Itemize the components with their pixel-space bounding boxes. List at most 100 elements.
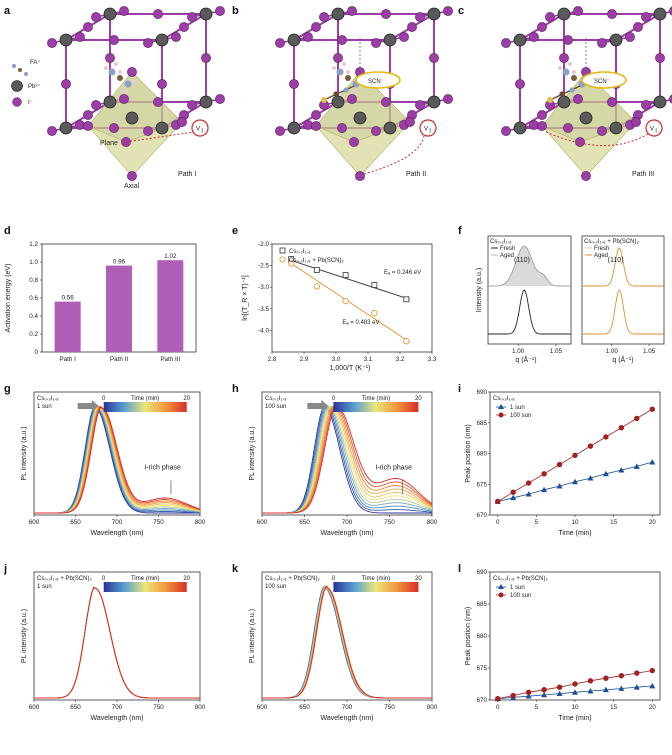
fa-carbon-atom — [117, 75, 123, 81]
iodide-atom — [337, 123, 347, 133]
migration-path-arrow — [125, 131, 195, 143]
vacancy-label: V — [196, 127, 200, 133]
time-colorbar — [333, 582, 419, 592]
lead-atom — [199, 7, 213, 21]
illumination-condition: 100 sun — [265, 584, 286, 590]
pl-spectrum-curve — [262, 585, 432, 699]
lead-atom — [609, 121, 623, 135]
iodide-atom — [537, 121, 547, 131]
y-axis-label: Peak position (nm) — [465, 424, 472, 482]
colorbar-label: Time (min) — [362, 396, 390, 402]
pl-spectrum-curve — [262, 585, 432, 699]
lead-atom — [383, 33, 397, 47]
data-point — [634, 670, 640, 676]
iodide-atom — [381, 9, 391, 19]
iodide-atom — [177, 117, 187, 127]
redshift-arrow-icon — [307, 400, 329, 412]
data-point — [633, 463, 640, 469]
fresh-pattern — [488, 289, 571, 335]
pl-spectrum-curve — [262, 585, 432, 699]
data-point — [634, 415, 640, 422]
iodide-atom — [371, 126, 381, 136]
iodide-vacancy-marker — [191, 119, 209, 137]
x-tick-label: 600 — [257, 519, 268, 526]
iodide-atom — [105, 53, 115, 63]
iodide-atom — [311, 121, 321, 131]
iodide-atom — [319, 12, 329, 22]
iodide-atom — [529, 32, 539, 42]
iodide-atom — [83, 110, 93, 120]
fit-line — [291, 259, 410, 300]
data-point — [618, 685, 625, 691]
colorbar-label: Time (min) — [362, 576, 390, 582]
x-tick-label: 3.3 — [428, 356, 437, 363]
iodide-atom — [537, 22, 547, 32]
data-point — [602, 686, 609, 693]
x-tick-label: 10 — [571, 704, 579, 711]
data-point — [541, 471, 547, 477]
vacancy-subscript: I — [429, 129, 431, 135]
iodide-legend-icon — [12, 97, 22, 107]
iodide-atom — [501, 38, 511, 48]
data-point — [510, 692, 516, 699]
data-point — [525, 689, 532, 696]
scn-bond — [323, 85, 355, 101]
panel-label-e: e — [232, 225, 238, 237]
data-point — [618, 672, 625, 679]
iodide-atom — [333, 53, 343, 63]
legend-label: 1 sun — [510, 585, 525, 591]
iodide-atom — [347, 6, 357, 16]
pl-sample-title: Cs₀.₂I₁.₈ + Pb(SCN)₂ — [265, 576, 321, 582]
iodide-atom — [153, 97, 163, 107]
x-tick-label: 600 — [257, 704, 268, 711]
x-tick-label: 700 — [112, 704, 123, 711]
lead-atom — [59, 33, 73, 47]
colorbar-label: Time (min) — [131, 576, 159, 582]
legend-label: 1 sun — [510, 405, 525, 411]
pl-spectrum-curve — [34, 586, 200, 699]
fa-hydrogen-atom — [132, 80, 136, 84]
iodide-atom — [119, 6, 129, 16]
data-point — [541, 691, 548, 698]
data-point — [649, 459, 656, 465]
fa-carbon-atom — [571, 75, 577, 81]
data-point — [556, 690, 563, 696]
lead-atom — [427, 95, 441, 109]
data-point — [587, 475, 594, 481]
legend-label: 100 sun — [510, 593, 531, 599]
iodide-atom — [399, 32, 409, 42]
fa-icon — [18, 68, 22, 72]
iodide-atom — [501, 126, 511, 136]
iodide-atom — [597, 126, 607, 136]
vacancy-label: V — [424, 127, 428, 133]
x-axis-label: Time (min) — [558, 530, 591, 537]
iodide-atom — [127, 67, 137, 77]
iodide-atom — [405, 117, 415, 127]
iodide-atom — [109, 35, 119, 45]
data-point — [541, 687, 547, 693]
colorbar-min-label: 0 — [102, 396, 106, 402]
peak-sample-title: Cs₀.₂I₁.₈ — [493, 396, 515, 402]
path-label: Path II — [406, 171, 426, 178]
y-axis-label: Peak position (nm) — [465, 607, 472, 665]
aged-pattern-fill — [488, 246, 571, 286]
x-tick-label: 650 — [70, 519, 81, 526]
illumination-condition: 1 sun — [37, 404, 52, 410]
x-axis-label: Wavelength (nm) — [320, 715, 373, 722]
iodide-atom — [563, 123, 573, 133]
fa-hydrogen-atom — [568, 62, 572, 66]
x-tick-label: 15 — [610, 704, 618, 711]
fit-line — [290, 263, 410, 343]
iodide-atom — [275, 38, 285, 48]
y-tick-label: -2.0 — [258, 241, 269, 248]
iodide-atom — [443, 6, 453, 16]
y-tick-label: 0.2 — [29, 331, 38, 338]
data-point — [587, 688, 594, 694]
panel-label-k: k — [232, 563, 239, 575]
iodide-atom — [581, 171, 591, 181]
pl-spectrum-curve — [34, 586, 200, 699]
y-tick-label: 675 — [476, 481, 487, 488]
y-axis-label: Intensity (a.u.) — [476, 268, 483, 312]
y-tick-label: 690 — [476, 569, 487, 576]
data-point — [587, 443, 594, 449]
